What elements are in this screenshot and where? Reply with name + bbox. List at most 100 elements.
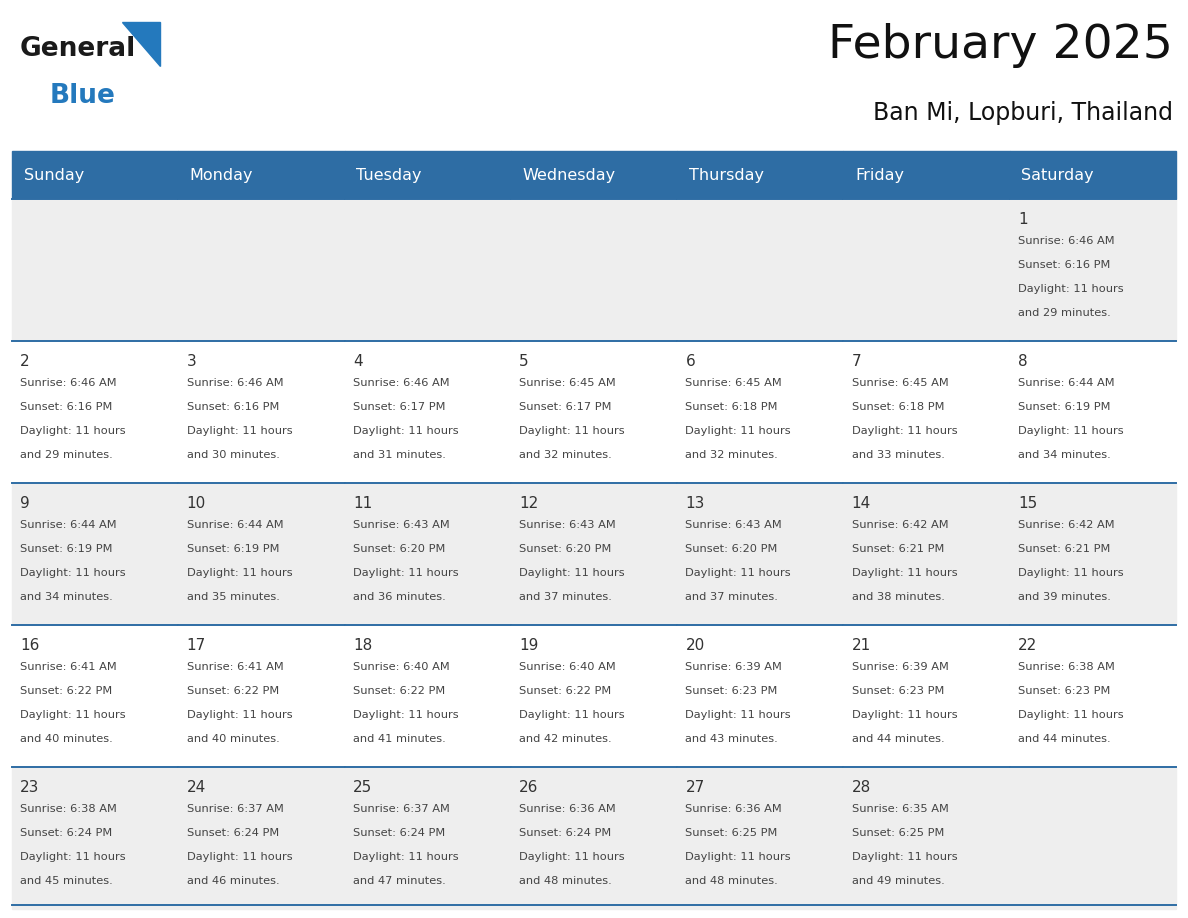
Text: and 44 minutes.: and 44 minutes.: [1018, 734, 1111, 744]
Text: Blue: Blue: [50, 83, 115, 108]
Text: Sunrise: 6:38 AM: Sunrise: 6:38 AM: [20, 804, 118, 813]
Text: Daylight: 11 hours: Daylight: 11 hours: [1018, 568, 1124, 578]
Text: Sunrise: 6:36 AM: Sunrise: 6:36 AM: [685, 804, 782, 813]
Text: General: General: [19, 36, 135, 62]
Text: Sunset: 6:22 PM: Sunset: 6:22 PM: [353, 686, 446, 696]
Text: Monday: Monday: [190, 168, 253, 183]
Text: and 32 minutes.: and 32 minutes.: [519, 451, 612, 461]
Text: Sunrise: 6:43 AM: Sunrise: 6:43 AM: [353, 520, 449, 530]
Text: Daylight: 11 hours: Daylight: 11 hours: [353, 852, 459, 862]
Text: Sunrise: 6:45 AM: Sunrise: 6:45 AM: [685, 378, 782, 388]
Text: Sunset: 6:20 PM: Sunset: 6:20 PM: [519, 544, 612, 554]
Text: 8: 8: [1018, 354, 1028, 369]
Text: Sunrise: 6:36 AM: Sunrise: 6:36 AM: [519, 804, 615, 813]
Text: and 39 minutes.: and 39 minutes.: [1018, 592, 1111, 602]
Text: 10: 10: [187, 496, 206, 510]
Text: Daylight: 11 hours: Daylight: 11 hours: [1018, 285, 1124, 295]
Text: Sunrise: 6:42 AM: Sunrise: 6:42 AM: [852, 520, 948, 530]
Text: and 42 minutes.: and 42 minutes.: [519, 734, 612, 744]
Text: Sunrise: 6:43 AM: Sunrise: 6:43 AM: [685, 520, 782, 530]
Text: Daylight: 11 hours: Daylight: 11 hours: [1018, 426, 1124, 436]
Text: Daylight: 11 hours: Daylight: 11 hours: [519, 852, 625, 862]
Text: and 48 minutes.: and 48 minutes.: [519, 876, 612, 886]
Text: and 30 minutes.: and 30 minutes.: [187, 451, 279, 461]
Text: Sunrise: 6:40 AM: Sunrise: 6:40 AM: [519, 662, 615, 672]
Text: Daylight: 11 hours: Daylight: 11 hours: [187, 852, 292, 862]
Text: and 41 minutes.: and 41 minutes.: [353, 734, 446, 744]
Text: Sunset: 6:25 PM: Sunset: 6:25 PM: [685, 828, 778, 838]
Text: Sunrise: 6:45 AM: Sunrise: 6:45 AM: [519, 378, 615, 388]
Text: Daylight: 11 hours: Daylight: 11 hours: [852, 711, 958, 720]
Text: Sunset: 6:21 PM: Sunset: 6:21 PM: [1018, 544, 1111, 554]
Text: and 43 minutes.: and 43 minutes.: [685, 734, 778, 744]
Text: Daylight: 11 hours: Daylight: 11 hours: [685, 568, 791, 578]
Text: and 33 minutes.: and 33 minutes.: [852, 451, 944, 461]
Text: Sunrise: 6:44 AM: Sunrise: 6:44 AM: [20, 520, 116, 530]
Text: Daylight: 11 hours: Daylight: 11 hours: [519, 568, 625, 578]
Text: Sunrise: 6:37 AM: Sunrise: 6:37 AM: [353, 804, 450, 813]
Text: 12: 12: [519, 496, 538, 510]
Text: 26: 26: [519, 779, 538, 795]
Text: 3: 3: [187, 354, 196, 369]
Text: Sunset: 6:17 PM: Sunset: 6:17 PM: [519, 402, 612, 412]
Text: Daylight: 11 hours: Daylight: 11 hours: [20, 568, 126, 578]
Text: Sunset: 6:19 PM: Sunset: 6:19 PM: [1018, 402, 1111, 412]
Text: Sunset: 6:25 PM: Sunset: 6:25 PM: [852, 828, 944, 838]
Text: and 29 minutes.: and 29 minutes.: [20, 451, 113, 461]
Text: Sunset: 6:20 PM: Sunset: 6:20 PM: [353, 544, 446, 554]
Text: and 45 minutes.: and 45 minutes.: [20, 876, 113, 886]
Text: and 32 minutes.: and 32 minutes.: [685, 451, 778, 461]
Text: Sunset: 6:19 PM: Sunset: 6:19 PM: [20, 544, 113, 554]
Polygon shape: [122, 22, 160, 66]
Text: Sunrise: 6:35 AM: Sunrise: 6:35 AM: [852, 804, 949, 813]
Text: Sunrise: 6:46 AM: Sunrise: 6:46 AM: [353, 378, 449, 388]
Text: and 31 minutes.: and 31 minutes.: [353, 451, 446, 461]
Text: Sunset: 6:23 PM: Sunset: 6:23 PM: [1018, 686, 1111, 696]
Text: Daylight: 11 hours: Daylight: 11 hours: [852, 568, 958, 578]
Text: 16: 16: [20, 638, 39, 653]
Text: Daylight: 11 hours: Daylight: 11 hours: [519, 711, 625, 720]
Text: Sunrise: 6:46 AM: Sunrise: 6:46 AM: [1018, 236, 1114, 246]
Text: and 48 minutes.: and 48 minutes.: [685, 876, 778, 886]
Text: and 29 minutes.: and 29 minutes.: [1018, 308, 1111, 319]
Text: Daylight: 11 hours: Daylight: 11 hours: [685, 426, 791, 436]
Text: Sunrise: 6:46 AM: Sunrise: 6:46 AM: [187, 378, 283, 388]
Text: 7: 7: [852, 354, 861, 369]
Text: Sunset: 6:24 PM: Sunset: 6:24 PM: [353, 828, 446, 838]
Text: Sunset: 6:21 PM: Sunset: 6:21 PM: [852, 544, 944, 554]
Text: 15: 15: [1018, 496, 1037, 510]
Text: Daylight: 11 hours: Daylight: 11 hours: [20, 426, 126, 436]
Text: Tuesday: Tuesday: [356, 168, 422, 183]
Text: Wednesday: Wednesday: [523, 168, 615, 183]
Text: Sunset: 6:20 PM: Sunset: 6:20 PM: [685, 544, 778, 554]
Text: and 35 minutes.: and 35 minutes.: [187, 592, 279, 602]
Text: 21: 21: [852, 638, 871, 653]
Text: Sunrise: 6:38 AM: Sunrise: 6:38 AM: [1018, 662, 1116, 672]
Text: and 49 minutes.: and 49 minutes.: [852, 876, 944, 886]
Text: and 40 minutes.: and 40 minutes.: [20, 734, 113, 744]
Text: 4: 4: [353, 354, 362, 369]
Text: Sunrise: 6:39 AM: Sunrise: 6:39 AM: [852, 662, 949, 672]
Text: Daylight: 11 hours: Daylight: 11 hours: [353, 568, 459, 578]
Text: 9: 9: [20, 496, 30, 510]
Text: and 46 minutes.: and 46 minutes.: [187, 876, 279, 886]
Text: and 38 minutes.: and 38 minutes.: [852, 592, 944, 602]
Text: 18: 18: [353, 638, 372, 653]
Text: 24: 24: [187, 779, 206, 795]
Text: 1: 1: [1018, 212, 1028, 227]
Text: 11: 11: [353, 496, 372, 510]
Text: and 44 minutes.: and 44 minutes.: [852, 734, 944, 744]
Text: February 2025: February 2025: [828, 23, 1174, 68]
Text: Sunset: 6:23 PM: Sunset: 6:23 PM: [852, 686, 944, 696]
Text: and 36 minutes.: and 36 minutes.: [353, 592, 446, 602]
Text: Friday: Friday: [855, 168, 904, 183]
Text: 28: 28: [852, 779, 871, 795]
Text: Sunrise: 6:40 AM: Sunrise: 6:40 AM: [353, 662, 449, 672]
Text: Sunset: 6:18 PM: Sunset: 6:18 PM: [685, 402, 778, 412]
Text: Sunset: 6:18 PM: Sunset: 6:18 PM: [852, 402, 944, 412]
Text: Sunrise: 6:46 AM: Sunrise: 6:46 AM: [20, 378, 116, 388]
Text: and 37 minutes.: and 37 minutes.: [519, 592, 612, 602]
Text: Daylight: 11 hours: Daylight: 11 hours: [685, 711, 791, 720]
Text: Sunset: 6:16 PM: Sunset: 6:16 PM: [187, 402, 279, 412]
Text: 25: 25: [353, 779, 372, 795]
